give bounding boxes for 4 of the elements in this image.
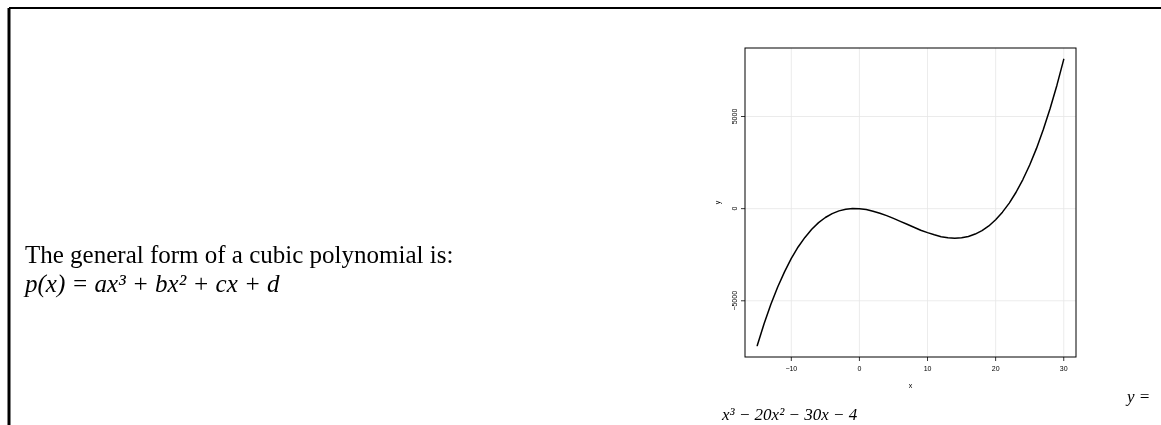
text: y = x³ − 20x² − 30x − 4: [722, 387, 1151, 424]
text: The general form of a cubic polynomial is:: [25, 241, 454, 268]
line-series: [756, 58, 1065, 347]
text: p(x) = ax³ + bx² + cx + d: [23, 270, 281, 298]
